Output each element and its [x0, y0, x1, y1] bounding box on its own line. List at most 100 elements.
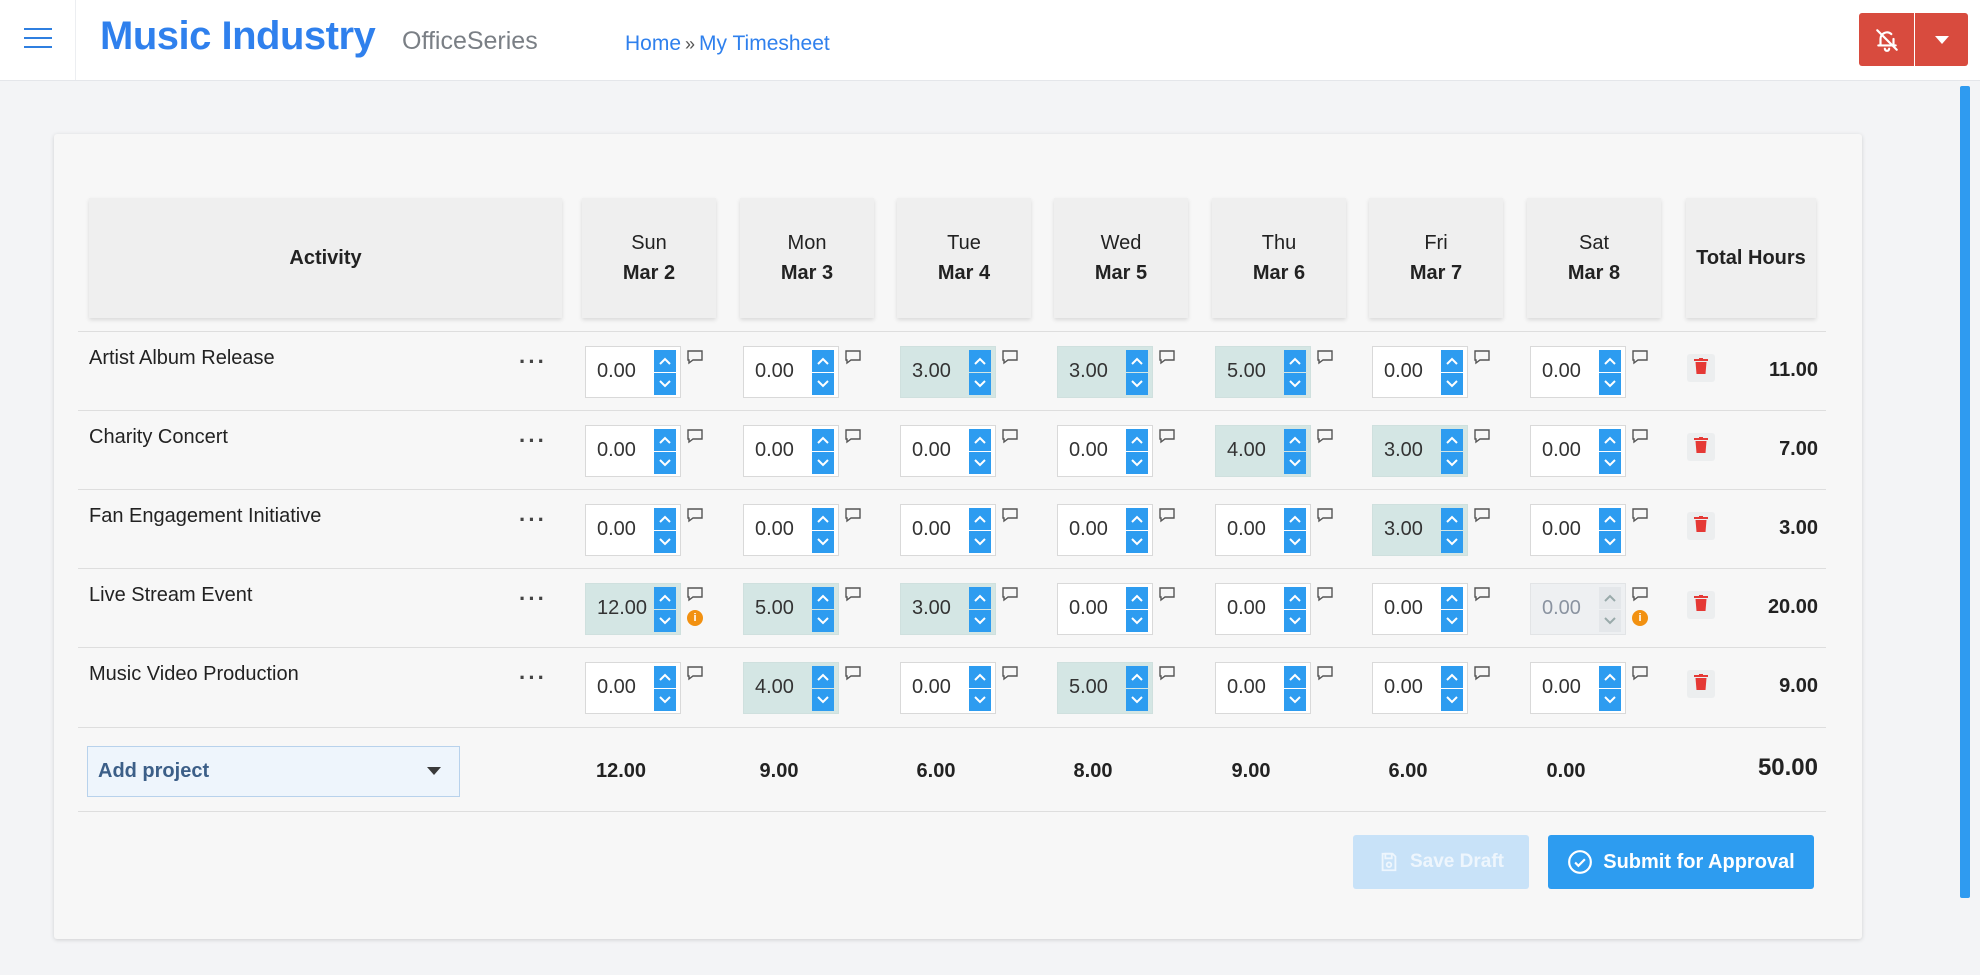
spin-down-icon[interactable]	[654, 531, 676, 553]
spin-down-icon[interactable]	[969, 531, 991, 553]
comment-icon[interactable]	[844, 428, 862, 444]
spin-down-icon[interactable]	[812, 531, 834, 553]
spin-down-icon[interactable]	[1284, 531, 1306, 553]
spin-up-icon[interactable]	[1126, 587, 1148, 609]
spin-up-icon[interactable]	[812, 350, 834, 372]
comment-icon[interactable]	[686, 665, 704, 681]
comment-icon[interactable]	[1158, 665, 1176, 681]
spin-up-icon[interactable]	[654, 350, 676, 372]
comment-icon[interactable]	[844, 665, 862, 681]
hours-input[interactable]: 3.00	[1372, 425, 1468, 477]
row-menu-button[interactable]: ···	[519, 586, 547, 611]
hours-input[interactable]: 4.00	[743, 662, 839, 714]
comment-icon[interactable]	[1316, 665, 1334, 681]
comment-icon[interactable]	[844, 586, 862, 602]
comment-icon[interactable]	[1316, 507, 1334, 523]
hours-input[interactable]: 5.00	[1057, 662, 1153, 714]
hours-input[interactable]: 0.00	[1372, 583, 1468, 635]
spin-up-icon[interactable]	[1284, 429, 1306, 451]
hours-input[interactable]: 3.00	[1372, 504, 1468, 556]
spin-up-icon[interactable]	[1441, 508, 1463, 530]
comment-icon[interactable]	[686, 349, 704, 365]
comment-icon[interactable]	[1473, 586, 1491, 602]
hours-input[interactable]: 0.00	[585, 425, 681, 477]
comment-icon[interactable]	[1631, 349, 1649, 365]
spin-down-icon[interactable]	[969, 689, 991, 711]
comment-icon[interactable]	[1473, 507, 1491, 523]
breadcrumb-home[interactable]: Home	[625, 32, 682, 55]
spin-up-icon[interactable]	[1284, 508, 1306, 530]
spin-down-icon[interactable]	[1441, 452, 1463, 474]
delete-row-button[interactable]	[1687, 354, 1715, 382]
hours-input[interactable]: 0.00	[1530, 662, 1626, 714]
comment-icon[interactable]	[1001, 349, 1019, 365]
comment-icon[interactable]	[844, 349, 862, 365]
delete-row-button[interactable]	[1687, 670, 1715, 698]
spin-down-icon[interactable]	[1284, 452, 1306, 474]
hours-input[interactable]: 0.00	[585, 662, 681, 714]
row-menu-button[interactable]: ···	[519, 507, 547, 532]
hours-input[interactable]: 3.00	[900, 346, 996, 398]
spin-down-icon[interactable]	[812, 452, 834, 474]
spin-up-icon[interactable]	[812, 666, 834, 688]
spin-up-icon[interactable]	[969, 508, 991, 530]
spin-up-icon[interactable]	[654, 429, 676, 451]
delete-row-button[interactable]	[1687, 512, 1715, 540]
comment-icon[interactable]	[1001, 665, 1019, 681]
comment-icon[interactable]	[1473, 349, 1491, 365]
spin-up-icon[interactable]	[1441, 350, 1463, 372]
spin-down-icon[interactable]	[1599, 373, 1621, 395]
spin-up-icon[interactable]	[1599, 429, 1621, 451]
hours-input[interactable]: 0.00	[1530, 504, 1626, 556]
comment-icon[interactable]	[1001, 586, 1019, 602]
comment-icon[interactable]	[686, 586, 704, 602]
hours-input[interactable]: 0.00	[900, 662, 996, 714]
comment-icon[interactable]	[1158, 428, 1176, 444]
spin-up-icon[interactable]	[1126, 429, 1148, 451]
spin-up-icon[interactable]	[654, 587, 676, 609]
comment-icon[interactable]	[1631, 507, 1649, 523]
spin-up-icon[interactable]	[812, 587, 834, 609]
spin-down-icon[interactable]	[1284, 689, 1306, 711]
spin-down-icon[interactable]	[812, 373, 834, 395]
spin-up-icon[interactable]	[1599, 666, 1621, 688]
hours-input[interactable]: 0.00	[585, 346, 681, 398]
comment-icon[interactable]	[1158, 349, 1176, 365]
spin-down-icon[interactable]	[812, 610, 834, 632]
hours-input[interactable]: 0.00	[1372, 346, 1468, 398]
hours-input[interactable]: 0.00	[1530, 425, 1626, 477]
spin-down-icon[interactable]	[969, 610, 991, 632]
comment-icon[interactable]	[686, 428, 704, 444]
save-draft-button[interactable]: Save Draft	[1353, 835, 1529, 889]
comment-icon[interactable]	[1158, 586, 1176, 602]
comment-icon[interactable]	[1001, 428, 1019, 444]
hours-input[interactable]: 0.00	[743, 425, 839, 477]
spin-down-icon[interactable]	[1284, 610, 1306, 632]
hours-input[interactable]: 0.00	[1057, 583, 1153, 635]
menu-icon[interactable]	[24, 28, 52, 50]
comment-icon[interactable]	[1316, 428, 1334, 444]
row-menu-button[interactable]: ···	[519, 428, 547, 453]
comment-icon[interactable]	[686, 507, 704, 523]
spin-up-icon[interactable]	[969, 429, 991, 451]
spin-down-icon[interactable]	[1599, 689, 1621, 711]
hours-input[interactable]: 0.00	[585, 504, 681, 556]
hours-input[interactable]: 0.00	[1215, 583, 1311, 635]
spin-up-icon[interactable]	[654, 508, 676, 530]
spin-down-icon[interactable]	[1441, 373, 1463, 395]
spin-down-icon[interactable]	[654, 610, 676, 632]
spin-up-icon[interactable]	[1126, 666, 1148, 688]
comment-icon[interactable]	[1001, 507, 1019, 523]
spin-down-icon[interactable]	[812, 689, 834, 711]
spin-up-icon[interactable]	[969, 587, 991, 609]
hours-input[interactable]: 0.00	[1215, 662, 1311, 714]
row-menu-button[interactable]: ···	[519, 665, 547, 690]
comment-icon[interactable]	[1631, 586, 1649, 602]
comment-icon[interactable]	[844, 507, 862, 523]
comment-icon[interactable]	[1473, 428, 1491, 444]
spin-up-icon[interactable]	[969, 666, 991, 688]
hours-input[interactable]: 0.00	[900, 504, 996, 556]
spin-up-icon[interactable]	[1126, 350, 1148, 372]
delete-row-button[interactable]	[1687, 433, 1715, 461]
hours-input[interactable]: 3.00	[1057, 346, 1153, 398]
